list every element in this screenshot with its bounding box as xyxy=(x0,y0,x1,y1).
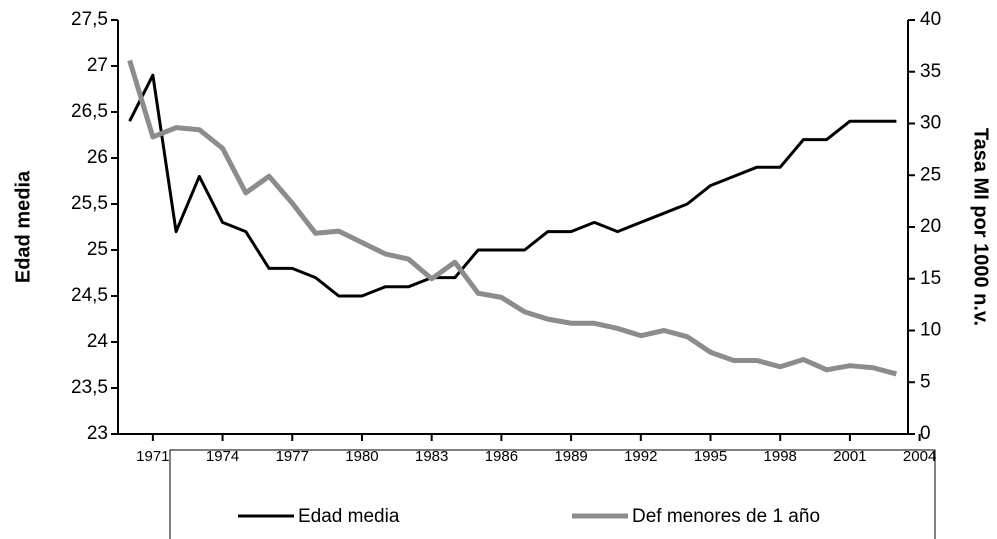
y2-tick-label: 20 xyxy=(920,216,941,237)
legend-box xyxy=(169,449,936,539)
y-tick-label: 26 xyxy=(87,147,108,168)
y2-tick-label: 0 xyxy=(920,423,931,444)
x-tick-label: 1992 xyxy=(624,448,657,465)
x-tick-label: 1986 xyxy=(485,448,518,465)
y-tick-label: 24,5 xyxy=(71,285,108,306)
y2-tick-label: 10 xyxy=(920,320,941,341)
y2-tick-label: 5 xyxy=(920,371,931,392)
x-tick-label: 1974 xyxy=(206,448,239,465)
y-tick-label: 27 xyxy=(87,55,108,76)
y-tick-label: 25,5 xyxy=(71,193,108,214)
legend-label: Def menores de 1 año xyxy=(632,506,820,527)
y-tick-label: 24 xyxy=(87,331,109,352)
x-tick-label: 1980 xyxy=(345,448,378,465)
y-tick-label: 25 xyxy=(87,239,108,260)
y-tick-label: 23,5 xyxy=(71,377,108,398)
y2-tick-label: 15 xyxy=(920,268,941,289)
y-tick-label: 27,5 xyxy=(71,9,108,30)
x-tick-label: 1983 xyxy=(415,448,448,465)
x-tick-label: 1977 xyxy=(276,448,309,465)
legend-label: Edad media xyxy=(298,506,400,527)
series-line xyxy=(127,59,898,377)
x-tick-label: 1989 xyxy=(554,448,587,465)
y2-axis-title: Tasa MI por 1000 n.v. xyxy=(970,128,992,326)
y2-tick-label: 25 xyxy=(920,164,941,185)
x-tick-label: 1995 xyxy=(694,448,727,465)
y-tick-label: 26,5 xyxy=(71,101,108,122)
y-axis-title: Edad media xyxy=(12,170,34,283)
y2-tick-label: 35 xyxy=(920,61,941,82)
y2-tick-label: 30 xyxy=(920,113,941,134)
x-tick-label: 2001 xyxy=(833,448,866,465)
x-tick-label: 1971 xyxy=(136,448,169,465)
x-tick-label: 1998 xyxy=(764,448,797,465)
y2-tick-label: 40 xyxy=(920,9,941,30)
series-line xyxy=(128,73,897,298)
y-tick-label: 23 xyxy=(87,423,108,444)
x-tick-label: 2004 xyxy=(903,448,936,465)
